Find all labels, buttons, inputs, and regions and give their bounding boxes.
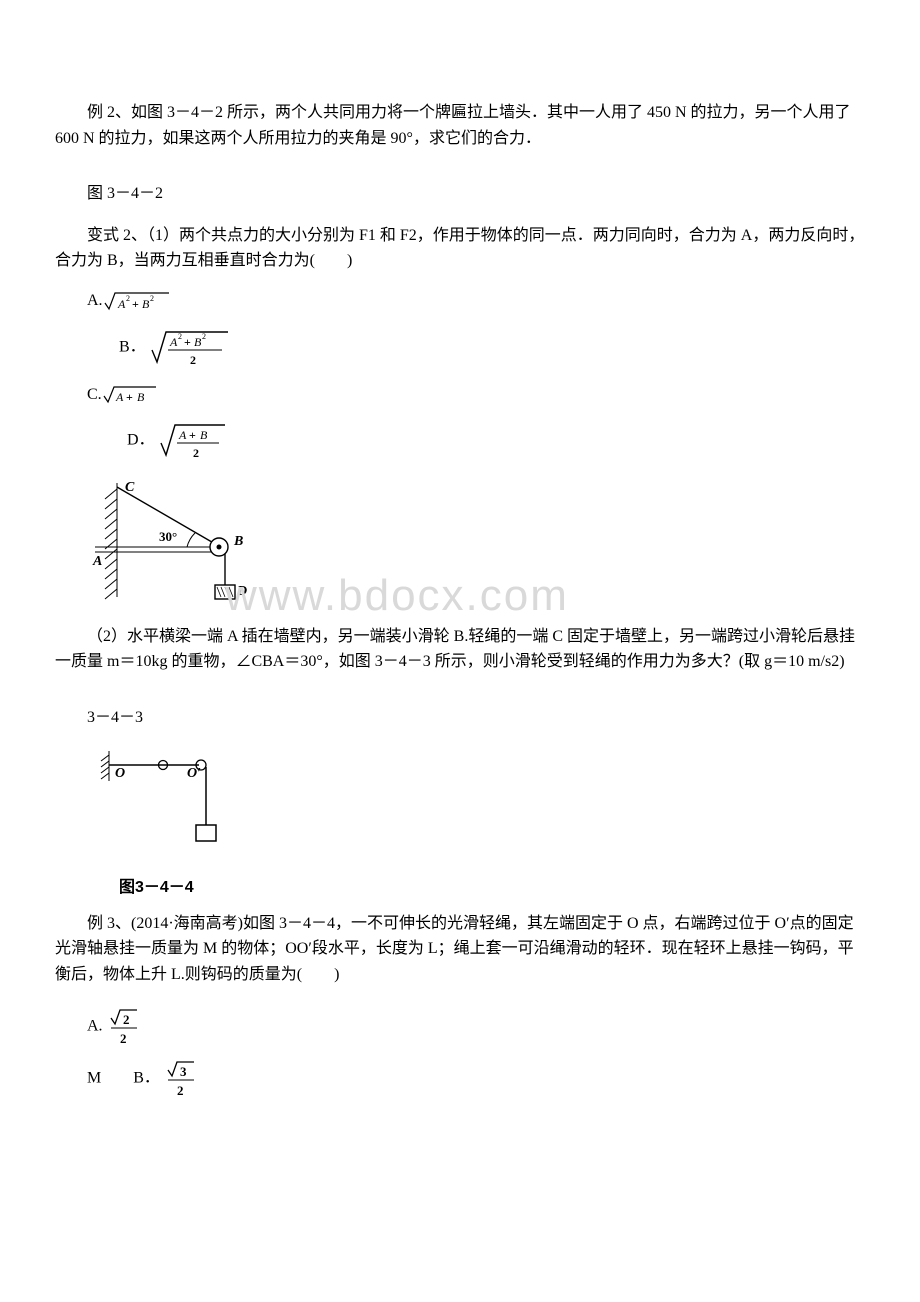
variant2-intro: 变式 2、（1）两个共点力的大小分别为 F1 和 F2，作用于物体的同一点．两力… xyxy=(55,223,865,274)
svg-text:O: O xyxy=(115,766,125,781)
example3-text: 例 3、(2014·海南高考)如图 3－4－4，一不可伸长的光滑轻绳，其左端固定… xyxy=(55,911,865,988)
svg-text:C: C xyxy=(125,480,135,495)
example2-text: 例 2、如图 3－4－2 所示，两个人共同用力将一个牌匾拉上墙头．其中一人用了 … xyxy=(55,100,865,151)
svg-text:B: B xyxy=(142,297,150,311)
option-a-prefix: A. xyxy=(87,292,103,309)
variant2-option-c: C. A + B xyxy=(55,382,865,408)
svg-text:3: 3 xyxy=(180,1064,187,1079)
example3-option-b: M B． 3 2 xyxy=(55,1060,865,1098)
svg-text:B: B xyxy=(137,390,145,404)
svg-text:O′: O′ xyxy=(187,766,201,781)
variant2-option-b: B． A 2 + B 2 2 xyxy=(119,328,865,368)
formula-sqrt-ab-over2: A + B 2 xyxy=(159,421,229,461)
option-d-prefix: D． xyxy=(127,432,155,449)
example3-diagram: O O′ xyxy=(87,747,865,866)
formula-sqrt-ab: A + B xyxy=(102,384,160,406)
svg-text:2: 2 xyxy=(178,332,182,341)
svg-text:+: + xyxy=(132,297,139,311)
variant2-part2-text: （2）水平横梁一端 A 插在墙壁内，另一端装小滑轮 B.轻绳的一端 C 固定于墙… xyxy=(55,624,865,675)
svg-text:2: 2 xyxy=(123,1012,130,1027)
formula-sqrt-a2b2-over2: A 2 + B 2 2 xyxy=(150,328,232,368)
svg-text:+: + xyxy=(126,390,133,404)
svg-text:D: D xyxy=(236,584,247,599)
svg-text:2: 2 xyxy=(150,294,154,303)
svg-text:2: 2 xyxy=(190,353,196,367)
svg-text:2: 2 xyxy=(202,332,206,341)
example3-diagram-caption: 图3－4－4 xyxy=(119,875,865,901)
svg-text:A: A xyxy=(115,390,124,404)
svg-text:2: 2 xyxy=(193,446,199,460)
example3-option-a: A. 2 2 xyxy=(55,1008,865,1046)
svg-text:A: A xyxy=(117,297,126,311)
svg-text:30°: 30° xyxy=(159,529,177,544)
formula-sqrt-a2b2: A 2 + B 2 xyxy=(103,289,173,313)
svg-text:A: A xyxy=(178,428,187,442)
variant2-option-a: A. A 2 + B 2 xyxy=(55,288,865,314)
variant2-diagram-beam: C A B D 30° xyxy=(87,475,865,614)
svg-text:B: B xyxy=(200,428,208,442)
formula-sqrt3-over2: 3 2 xyxy=(164,1060,198,1098)
option-b-prefix: B． xyxy=(119,338,146,355)
svg-text:A: A xyxy=(169,335,178,349)
variant2-option-d: D． A + B 2 xyxy=(95,421,865,461)
svg-text:A: A xyxy=(92,554,102,569)
svg-text:2: 2 xyxy=(177,1083,184,1098)
svg-text:+: + xyxy=(189,428,196,442)
formula-sqrt2-over2: 2 2 xyxy=(107,1008,141,1046)
svg-text:+: + xyxy=(184,335,191,349)
ex3-option-a-prefix: A. xyxy=(87,1017,103,1034)
ex3-option-b-prefix: M B． xyxy=(87,1069,160,1086)
example2-figref: 图 3－4－2 xyxy=(55,181,865,207)
option-c-prefix: C. xyxy=(87,386,102,403)
svg-text:B: B xyxy=(194,335,202,349)
variant2-figref2: 3－4－3 xyxy=(55,705,865,731)
svg-text:2: 2 xyxy=(120,1031,127,1046)
svg-text:2: 2 xyxy=(126,294,130,303)
svg-text:B: B xyxy=(233,534,243,549)
